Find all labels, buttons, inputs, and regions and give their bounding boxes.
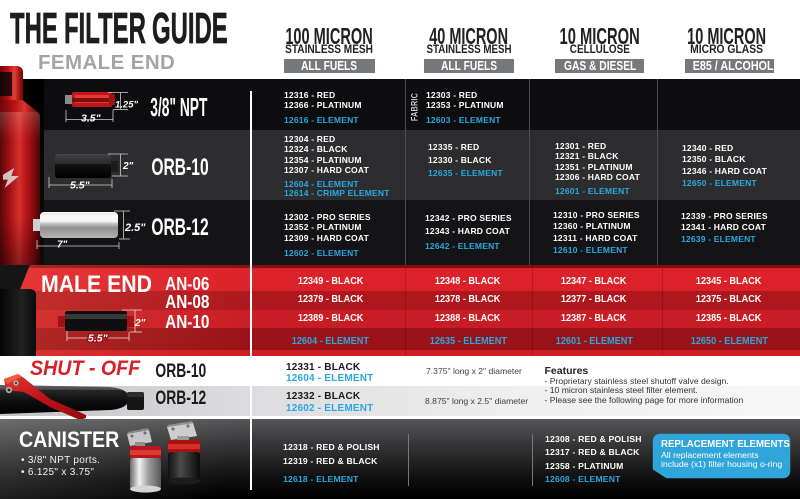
svg-text:1.25": 1.25" — [115, 100, 138, 111]
svg-text:3.5": 3.5" — [81, 113, 102, 125]
svg-text:5.5": 5.5" — [88, 333, 109, 345]
svg-text:5.5": 5.5" — [70, 180, 91, 192]
svg-text:2.5": 2.5" — [124, 222, 146, 234]
svg-text:2": 2" — [134, 318, 146, 329]
svg-text:2": 2" — [122, 161, 134, 172]
svg-text:7": 7" — [57, 240, 68, 251]
